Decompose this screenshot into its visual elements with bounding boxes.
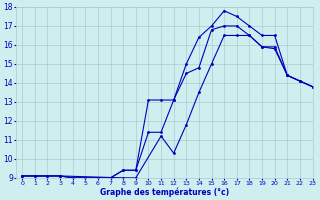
X-axis label: Graphe des températures (°c): Graphe des températures (°c) [100,187,229,197]
